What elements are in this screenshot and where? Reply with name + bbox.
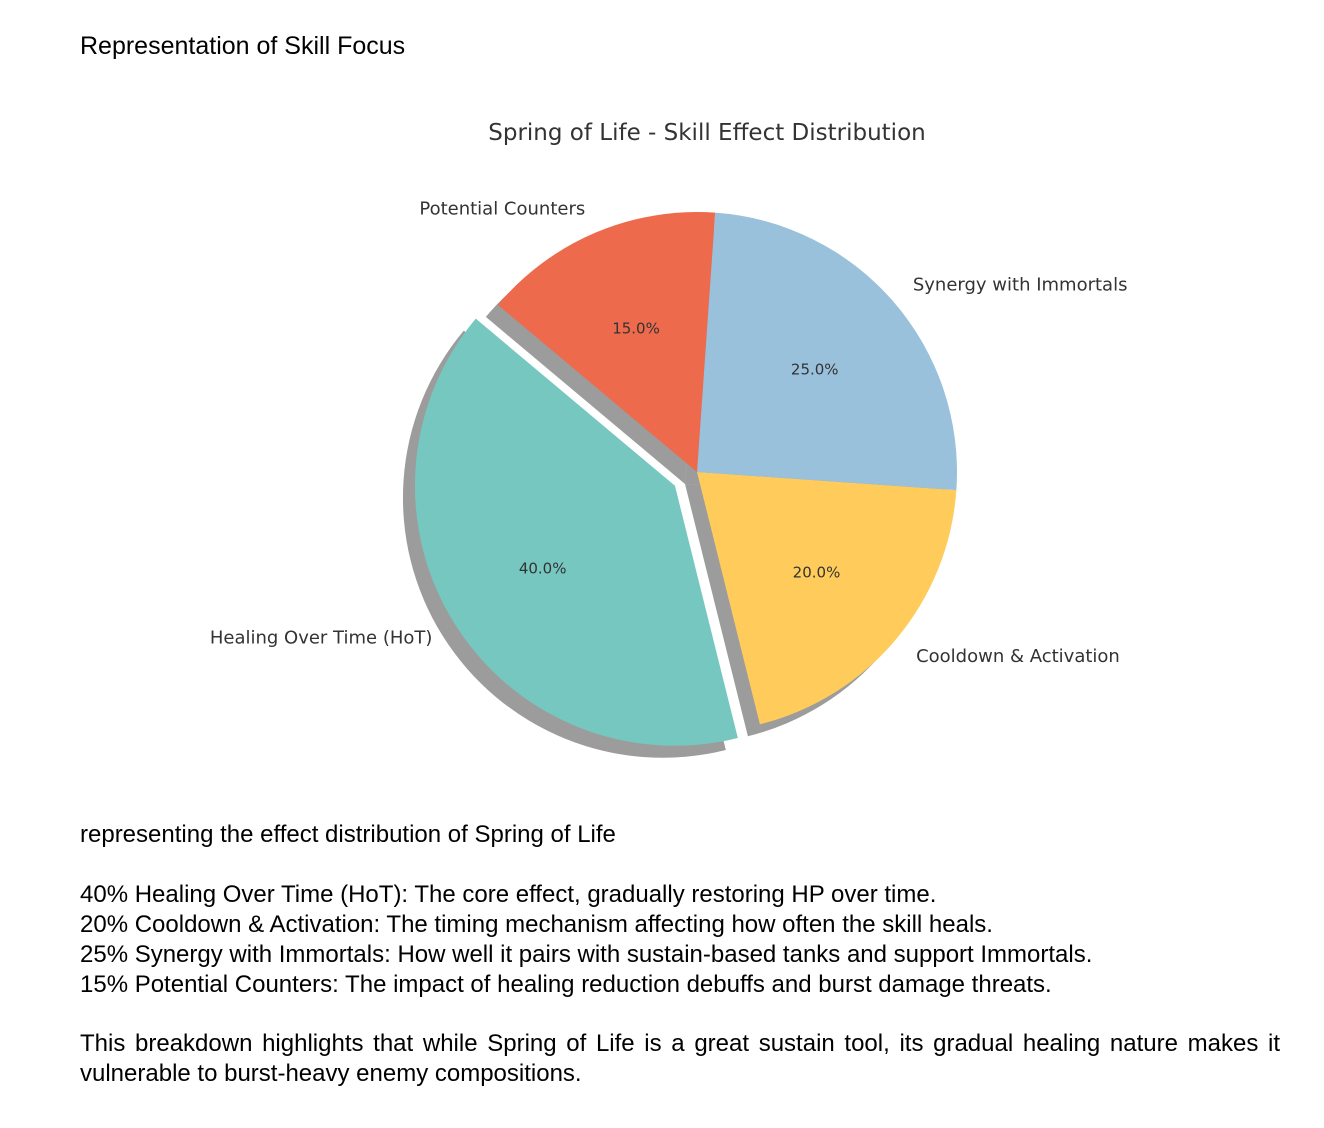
pie-slice — [497, 212, 716, 472]
list-item: 15% Potential Counters: The impact of he… — [80, 971, 1052, 998]
page-heading: Representation of Skill Focus — [80, 32, 406, 60]
chart-title: Spring of Life - Skill Effect Distributi… — [488, 120, 925, 146]
chart-caption: representing the effect distribution of … — [80, 821, 616, 848]
slice-percent-label: 40.0% — [519, 559, 567, 577]
slice-percent-label: 20.0% — [793, 563, 841, 581]
pie-slice — [697, 472, 957, 725]
slice-label: Healing Over Time (HoT) — [210, 627, 433, 648]
slice-label: Cooldown & Activation — [916, 646, 1120, 667]
pie-chart: Spring of Life - Skill Effect Distributi… — [210, 120, 1128, 758]
list-item: 40% Healing Over Time (HoT): The core ef… — [80, 881, 937, 908]
pie-slice — [414, 318, 738, 746]
slice-label: Synergy with Immortals — [913, 274, 1128, 295]
pie-slice — [697, 212, 957, 491]
slice-percent-label: 25.0% — [791, 361, 839, 379]
list-item: 25% Synergy with Immortals: How well it … — [80, 941, 1093, 968]
slice-label: Potential Counters — [419, 199, 585, 220]
conclusion-paragraph: This breakdown highlights that while Spr… — [80, 1030, 1280, 1087]
effect-list: 40% Healing Over Time (HoT): The core ef… — [80, 880, 1280, 1000]
list-item: 20% Cooldown & Activation: The timing me… — [80, 911, 993, 938]
slice-percent-label: 15.0% — [612, 319, 660, 337]
